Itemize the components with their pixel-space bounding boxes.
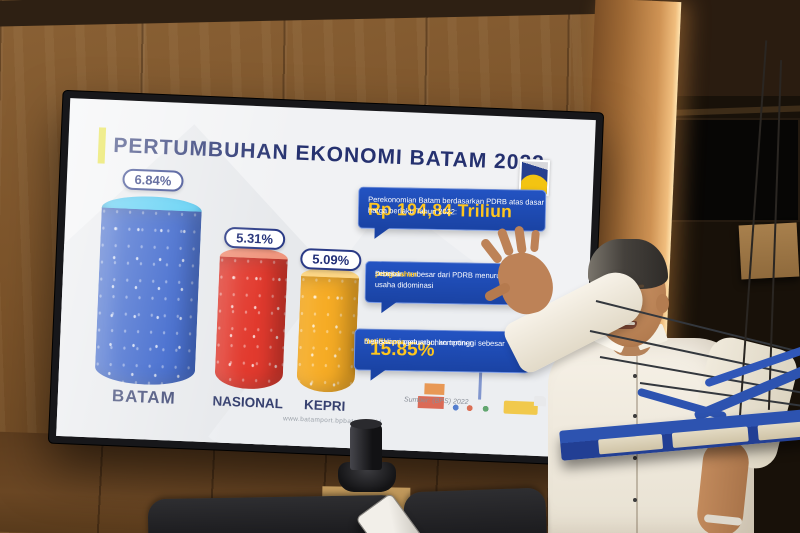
shirt-button (633, 456, 637, 460)
shirt-button (633, 374, 637, 378)
deck-segment (757, 421, 800, 441)
shirt-button (633, 414, 637, 418)
shirt-button (633, 498, 637, 502)
presenter-ear (656, 294, 669, 313)
deck-segment (671, 426, 749, 449)
bridge-deck (559, 409, 800, 461)
deck-segment (598, 433, 664, 455)
chair-back (403, 487, 547, 533)
